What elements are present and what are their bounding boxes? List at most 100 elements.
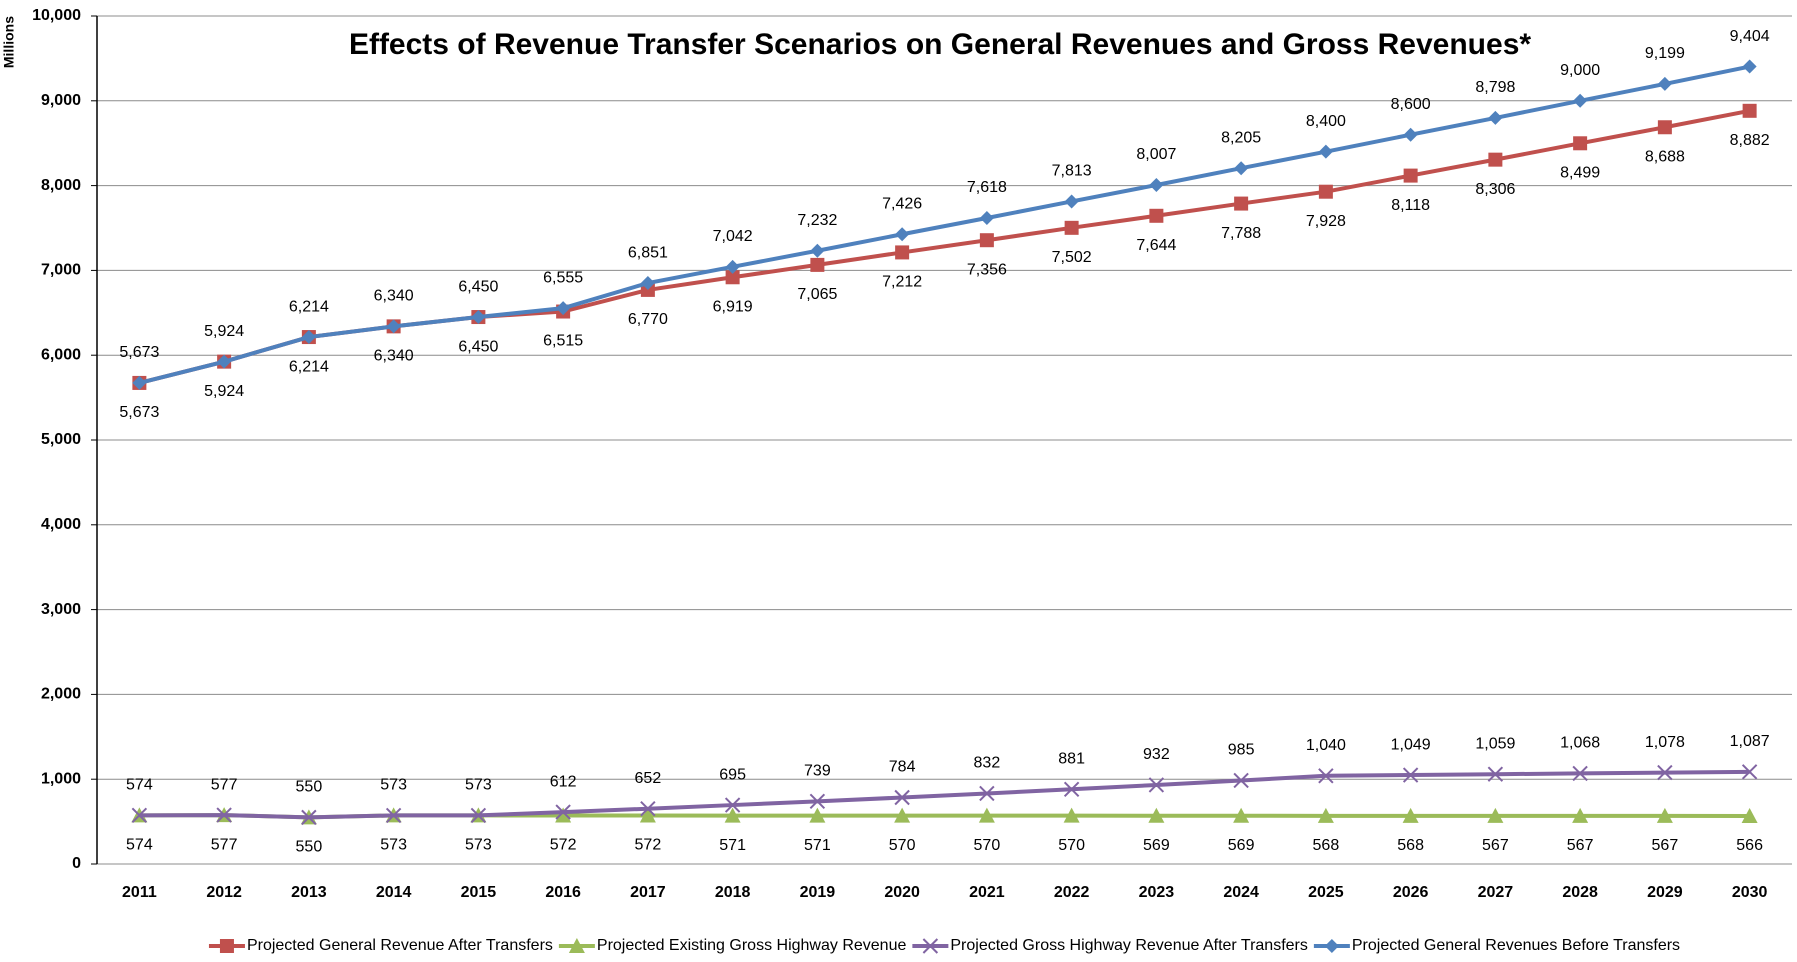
- y-tick-label: 8,000: [41, 177, 81, 194]
- y-tick-label: 3,000: [41, 601, 81, 618]
- y-tick-label: 6,000: [41, 346, 81, 363]
- marker: [639, 807, 656, 823]
- data-label: 7,618: [967, 179, 1007, 196]
- data-label: 571: [719, 837, 746, 854]
- data-label: 1,068: [1560, 735, 1600, 752]
- x-tick-label: 2011: [122, 884, 157, 901]
- data-label: 652: [635, 770, 662, 787]
- marker: [1318, 768, 1334, 784]
- x-tick-label: 2015: [461, 884, 497, 901]
- marker: [1403, 168, 1418, 183]
- data-label: 612: [550, 773, 577, 790]
- marker: [1317, 807, 1334, 823]
- data-label: 6,214: [289, 358, 329, 375]
- marker: [1149, 178, 1164, 193]
- data-label: 8,882: [1730, 132, 1770, 149]
- y-tick-label: 10,000: [32, 7, 81, 24]
- data-label: 9,404: [1730, 28, 1770, 45]
- marker: [725, 259, 740, 274]
- y-tick-label: 5,000: [41, 431, 81, 448]
- data-label: 7,788: [1221, 225, 1261, 242]
- data-label: 6,340: [374, 288, 414, 305]
- data-label: 8,499: [1560, 165, 1600, 182]
- marker: [1233, 772, 1249, 789]
- marker: [1742, 103, 1757, 118]
- data-label: 1,049: [1391, 736, 1431, 753]
- marker: [809, 793, 826, 810]
- marker: [724, 807, 741, 823]
- data-label: 6,515: [543, 333, 583, 350]
- x-tick-label: 2030: [1732, 884, 1768, 901]
- data-label: 1,087: [1730, 733, 1770, 750]
- marker: [810, 243, 825, 258]
- y-axis-label: Millions: [1, 16, 17, 68]
- marker: [1063, 807, 1080, 823]
- marker: [1656, 807, 1673, 823]
- legend-label: Projected Gross Highway Revenue After Tr…: [950, 937, 1308, 954]
- data-label: 7,232: [797, 212, 837, 229]
- data-label: 7,426: [882, 195, 922, 212]
- data-label: 569: [1143, 837, 1170, 854]
- data-label: 881: [1058, 751, 1085, 768]
- x-tick-label: 2012: [206, 884, 242, 901]
- data-label: 568: [1397, 837, 1424, 854]
- data-label: 7,502: [1052, 249, 1092, 266]
- marker: [894, 789, 910, 806]
- marker: [555, 807, 572, 823]
- marker: [1572, 807, 1589, 823]
- data-label: 571: [804, 837, 831, 854]
- marker: [922, 938, 939, 954]
- x-tick-label: 2014: [376, 884, 412, 901]
- marker: [1488, 110, 1503, 125]
- marker: [724, 797, 741, 813]
- x-tick-label: 2020: [884, 884, 920, 901]
- marker: [1657, 76, 1672, 91]
- marker: [640, 276, 655, 291]
- y-tick-label: 4,000: [41, 516, 81, 533]
- data-label: 9,199: [1645, 45, 1685, 62]
- data-label: 567: [1482, 837, 1509, 854]
- marker: [132, 375, 147, 390]
- marker: [217, 354, 232, 369]
- marker: [810, 257, 825, 272]
- marker: [725, 270, 740, 285]
- data-label: 1,040: [1306, 737, 1346, 754]
- x-tick-label: 2018: [715, 884, 751, 901]
- marker: [568, 938, 585, 953]
- marker: [471, 310, 486, 325]
- data-label: 7,644: [1136, 237, 1176, 254]
- data-label: 7,813: [1052, 163, 1092, 180]
- marker: [470, 807, 487, 824]
- marker: [895, 227, 910, 242]
- marker: [219, 939, 234, 953]
- marker: [1488, 152, 1503, 167]
- data-label: 932: [1143, 746, 1170, 763]
- data-label: 567: [1567, 837, 1594, 854]
- x-tick-label: 2029: [1647, 884, 1683, 901]
- data-label: 577: [211, 836, 238, 853]
- marker: [131, 807, 148, 824]
- marker: [385, 807, 402, 824]
- data-label: 695: [719, 766, 746, 783]
- data-label: 7,212: [882, 274, 922, 291]
- marker: [1148, 807, 1165, 823]
- legend: Projected General Revenue After Transfer…: [208, 937, 1680, 954]
- data-label: 573: [380, 837, 407, 854]
- marker: [1318, 184, 1333, 199]
- marker: [1402, 807, 1419, 823]
- x-tick-label: 2028: [1562, 884, 1598, 901]
- marker: [555, 804, 571, 820]
- marker: [1148, 777, 1165, 793]
- marker: [301, 809, 317, 826]
- data-label: 1,078: [1645, 734, 1685, 751]
- data-label: 6,340: [374, 348, 414, 365]
- marker: [1318, 144, 1333, 159]
- data-label: 6,214: [289, 298, 329, 315]
- marker: [556, 301, 571, 316]
- data-label: 784: [889, 759, 916, 776]
- legend-label: Projected General Revenue After Transfer…: [247, 937, 553, 954]
- data-label: 569: [1228, 837, 1255, 854]
- data-label: 8,400: [1306, 113, 1346, 130]
- marker: [979, 785, 995, 802]
